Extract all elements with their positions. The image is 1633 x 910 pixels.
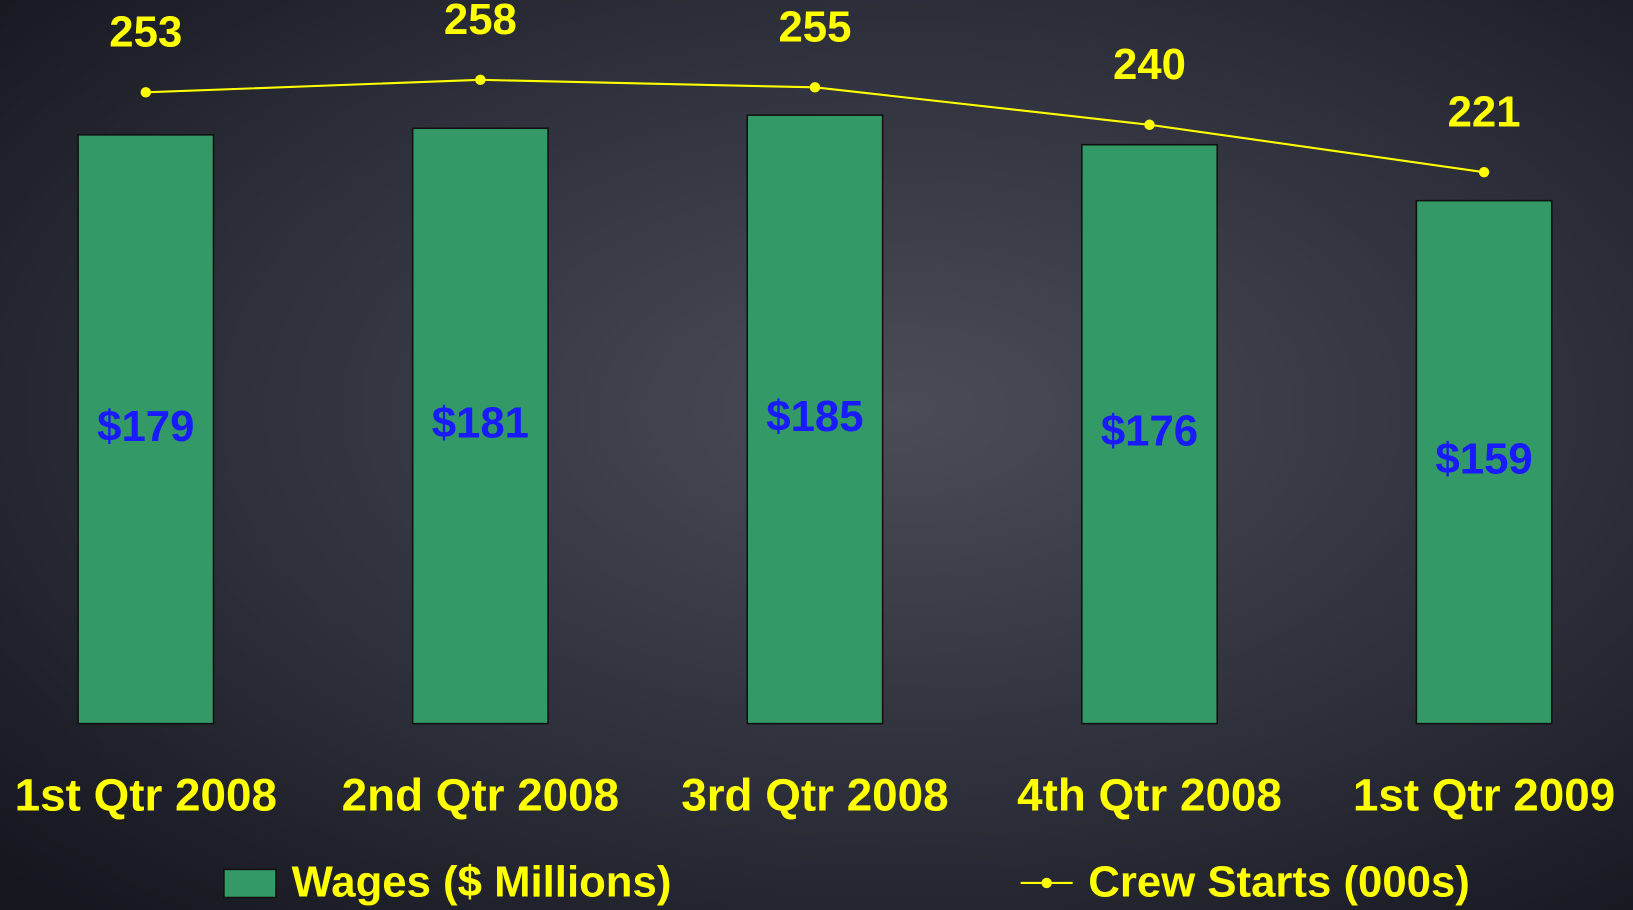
line-series: 253 258 255 240 221 [109,0,1521,178]
data-label: 221 [1448,87,1521,136]
data-label: 253 [109,8,182,57]
x-tick-label: 1st Qtr 2009 [1353,770,1615,821]
data-label: $179 [97,402,194,451]
line-marker [809,82,821,93]
data-label: $181 [432,399,529,448]
plot-area: 1st Qtr 2008 2nd Qtr 2008 3rd Qtr 2008 4th … [15,0,1616,821]
bar [1415,199,1553,725]
bar [411,127,549,725]
bar-series: $179 $181 $185 $176 $159 [77,114,1553,725]
x-tick-label: 3rd Qtr 2008 [681,770,948,821]
bar [746,114,884,725]
data-label: $176 [1101,407,1198,456]
bar [77,134,215,725]
legend-swatch [223,868,277,899]
line-marker [1478,166,1490,178]
data-label: $159 [1435,435,1532,484]
x-tick-label: 1st Qtr 2008 [15,770,277,821]
data-label: $185 [766,392,863,441]
legend-label: Crew Starts (000s) [1088,858,1470,907]
line-marker [140,87,152,98]
data-label: 258 [444,0,517,44]
legend: Wages ($ Millions) Crew Starts (000s) [223,858,1470,907]
data-label: 255 [778,3,851,52]
line-marker [475,74,486,86]
x-tick-label: 2nd Qtr 2008 [342,770,619,821]
x-tick-label: 4th Qtr 2008 [1017,770,1282,821]
line-marker [1144,119,1155,130]
legend-marker [1041,877,1052,889]
data-label: 240 [1113,40,1186,89]
bar [1081,143,1218,725]
legend-label: Wages ($ Millions) [292,858,672,907]
